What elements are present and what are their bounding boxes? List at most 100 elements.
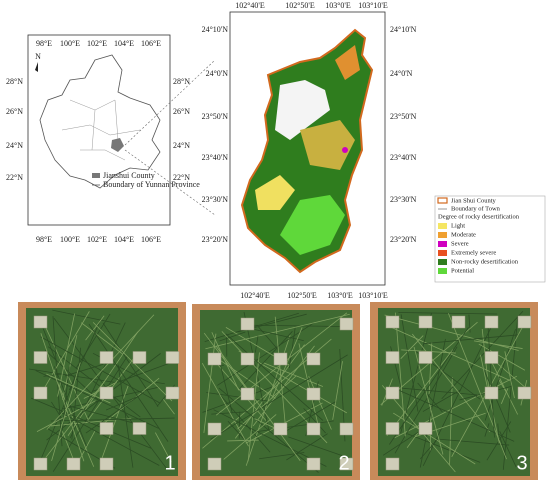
paver-stone [339,422,354,436]
coordinate-label: 106°E [141,39,161,48]
grass-blade [308,376,332,430]
coordinate-label: 102°50'E [285,1,315,10]
legend-label: Potential [451,267,474,274]
legend-label: Severe [451,240,469,247]
grass-blade [286,433,328,461]
grass-blade [417,382,443,413]
light-area [300,120,355,170]
grass-blade [163,399,175,415]
grass-blade [62,431,74,460]
grass-blade [487,355,519,415]
grass-blade [254,336,259,353]
grass-blade [482,367,511,433]
coordinate-label: 23°40'N [202,153,229,162]
coordinate-label: 100°E [60,235,80,244]
grass-blade [46,373,111,404]
grass-blade [117,364,134,468]
photo-number: 1 [164,452,175,474]
zoom-line [124,59,216,146]
paver-stone [484,386,499,400]
grass-blade [254,324,342,327]
paver-stone [273,422,288,436]
photo-number: 2 [338,452,349,474]
grass-blade [398,312,498,315]
paver-stone [306,422,321,436]
paver-stone [517,315,532,329]
grass-blade [400,314,419,412]
grass-blade [288,326,296,368]
grass-blade [155,381,165,385]
grass-blade [303,408,326,434]
paver-stone [99,422,114,435]
moderate-area [335,45,360,80]
grass-blade [504,351,515,399]
paver-stone [418,351,433,364]
grass-blade [448,313,507,460]
coordinate-label: 23°20'N [390,235,417,244]
coordinate-label: 103°0'E [327,291,353,300]
paver-stone [132,351,147,364]
coordinate-label: 22°N [6,173,23,182]
grass-blade [411,333,491,433]
grass-blade [274,316,286,427]
coordinate-label: 26°N [173,107,190,116]
paver-stone [484,315,499,329]
coordinate-label: 102°40'E [240,291,270,300]
grass-blade [57,313,75,397]
grass-blade [401,387,478,396]
grass-blade [407,433,481,463]
grass-blade [223,414,277,460]
paver-stone [273,352,288,366]
grass-blade [71,347,82,440]
grass-blade [217,322,315,386]
coordinate-label: 98°E [36,39,52,48]
yunnan-outline [39,54,161,189]
legend-swatch [437,197,448,204]
grass-blade [30,397,152,449]
coordinate-label: 24°0'N [390,69,413,78]
grass-blade [257,326,280,351]
legend-swatch [438,259,447,265]
paver-stone [240,352,255,366]
coordinate-label: 24°N [173,141,190,150]
grass-blade [45,378,107,458]
paver-stone [66,457,81,471]
coordinate-label: 23°40'N [390,153,417,162]
coordinate-label: 22°N [173,173,190,182]
severe-area [342,147,348,153]
grass-blade [389,327,469,445]
coordinate-label: 104°E [114,235,134,244]
legend-label: Moderate [451,231,476,238]
paver-stone [33,457,48,471]
paver-stone [451,315,466,329]
grass-blade [51,401,64,421]
grass-blade [92,322,173,402]
grass-blade [203,332,251,395]
grass-blade [154,432,172,463]
north-label: N [35,52,41,61]
grass-blade [419,338,446,468]
grass-blade [413,346,444,455]
grass-blade [288,436,346,458]
grass-blade [202,385,275,413]
jianshui-location [111,138,124,152]
grass-blade [43,373,62,377]
coordinate-label: 23°30'N [390,195,417,204]
coordinate-label: 102°40'E [235,1,265,10]
paver-stone [165,351,180,364]
coordinate-label: 28°N [6,77,23,86]
zoom-line [124,149,216,216]
grass-blade [40,317,90,422]
legend-swatch [438,223,447,229]
grass-blade [497,378,508,394]
paver-stone [207,422,222,436]
paver-stone [339,457,354,471]
legend-swatch [438,250,447,256]
grass-blade [218,387,319,473]
coordinate-label: 102°E [87,235,107,244]
legend-swatch [438,241,447,247]
grass-blade [205,313,350,350]
coordinate-label: 104°E [114,39,134,48]
